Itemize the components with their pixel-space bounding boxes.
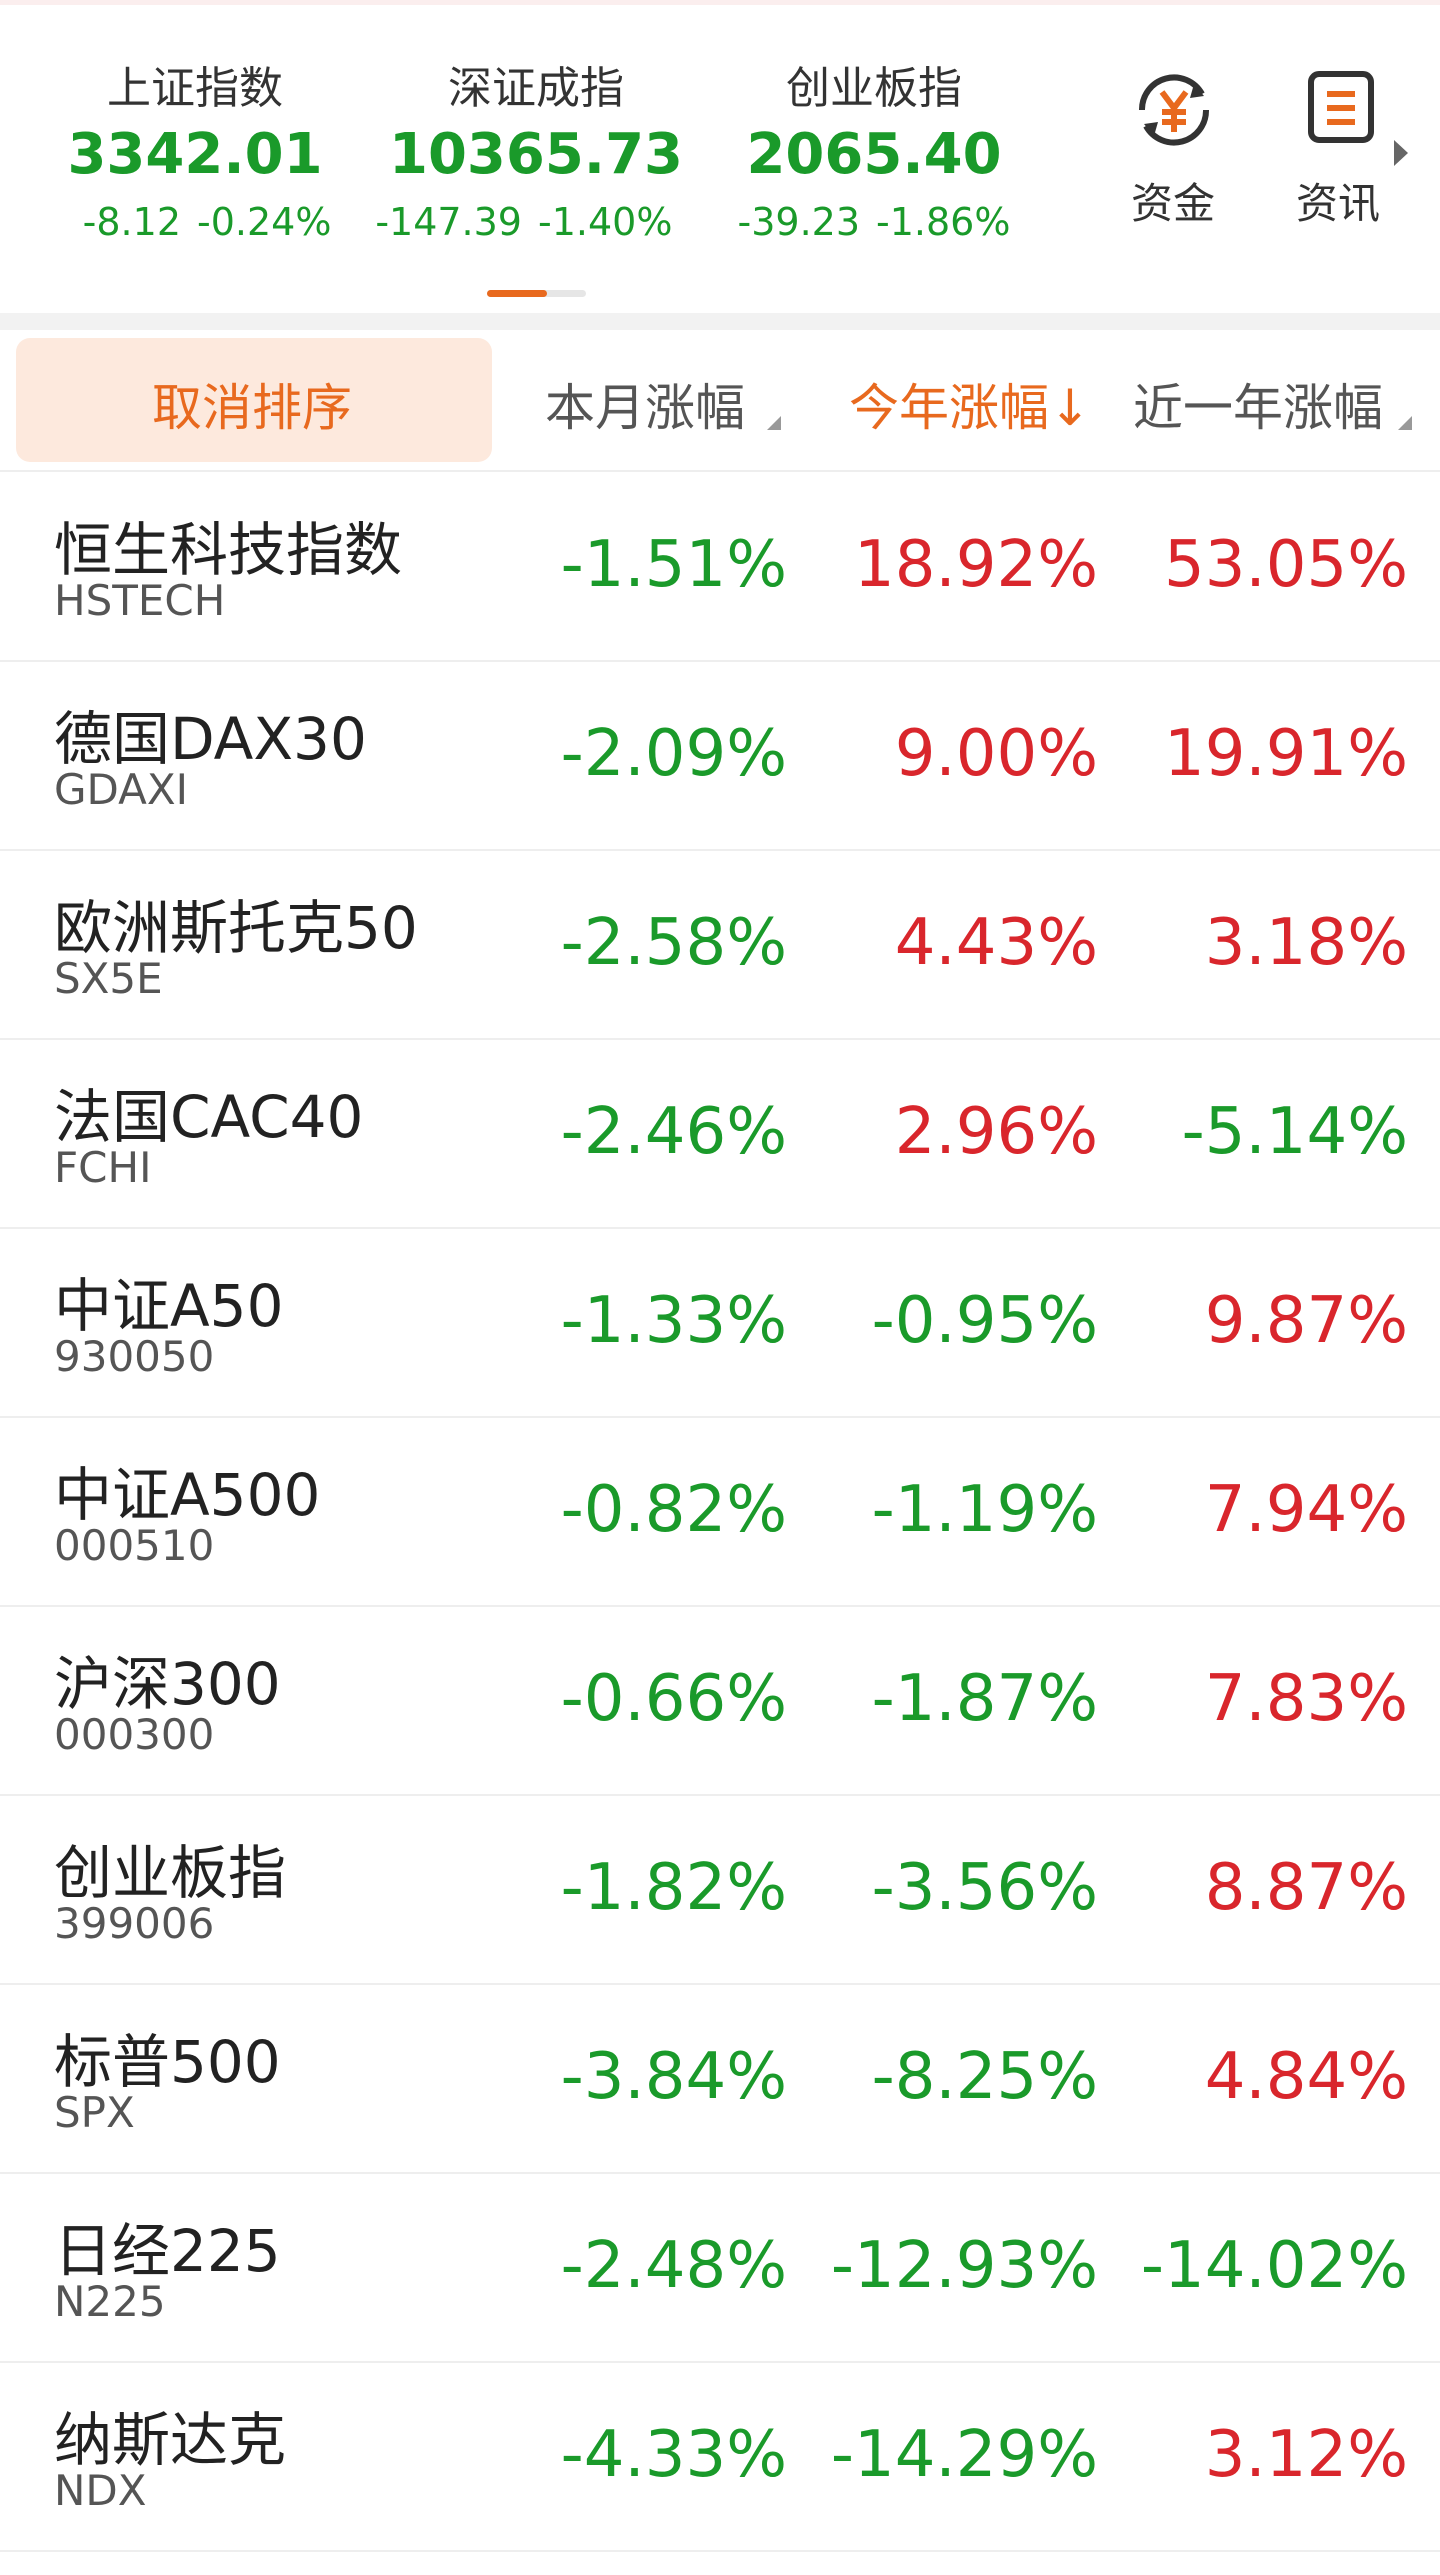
index-name: 中证A50 (54, 1272, 284, 1340)
sort-indicator (767, 416, 781, 430)
change-value: 8.87% (1204, 1851, 1408, 1925)
index-name[interactable]: 创业板指 (786, 63, 962, 114)
change-value: -1.19% (871, 1473, 1098, 1547)
index-code: GDAXI (54, 765, 189, 814)
index-name: 日经225 (54, 2217, 281, 2285)
index-percent: -0.24% (197, 200, 332, 244)
sort-indicator (1398, 416, 1412, 430)
change-value: -1.87% (871, 1662, 1098, 1736)
row-divider (0, 849, 1440, 851)
change-value: -0.95% (871, 1284, 1098, 1358)
index-name: 沪深300 (54, 1650, 281, 1718)
index-change: -8.12 (82, 200, 181, 244)
row-divider (0, 1416, 1440, 1418)
row-divider (0, 1038, 1440, 1040)
change-value: 53.05% (1163, 528, 1408, 602)
separator (0, 313, 1440, 330)
change-value: 4.84% (1204, 2040, 1408, 2114)
index-code: 930050 (54, 1332, 215, 1381)
change-value: -8.25% (871, 2040, 1098, 2114)
index-change: -147.39 (375, 200, 522, 244)
column-header[interactable]: 取消排序 (152, 379, 352, 437)
index-name: 标普500 (54, 2028, 281, 2096)
change-value: -0.82% (560, 1473, 787, 1547)
index-code: SX5E (54, 954, 163, 1003)
index-change: -39.23 (737, 200, 861, 244)
index-name[interactable]: 上证指数 (107, 63, 283, 114)
change-value: 7.83% (1204, 1662, 1408, 1736)
change-value: 3.12% (1204, 2418, 1408, 2492)
row-divider (0, 470, 1440, 472)
change-value: 9.00% (894, 717, 1098, 791)
index-value[interactable]: 2065.40 (746, 122, 1002, 187)
index-code: HSTECH (54, 576, 226, 625)
row-divider (0, 1227, 1440, 1229)
change-value: 2.96% (894, 1095, 1098, 1169)
change-value: -2.48% (560, 2229, 787, 2303)
index-name[interactable]: 深证成指 (448, 63, 624, 114)
index-name: 创业板指 (54, 1839, 287, 1907)
index-code: NDX (54, 2466, 147, 2515)
change-value: -2.46% (560, 1095, 787, 1169)
scroll-thumb (487, 290, 547, 297)
change-value: -1.33% (560, 1284, 787, 1358)
change-value: -1.82% (560, 1851, 787, 1925)
more-arrow[interactable] (1392, 138, 1410, 168)
change-value: -2.09% (560, 717, 787, 791)
row-divider (0, 2172, 1440, 2174)
index-name: 欧洲斯托克50 (54, 894, 418, 962)
fund-icon[interactable] (1130, 66, 1218, 154)
change-value: -14.02% (1140, 2229, 1408, 2303)
column-header[interactable]: 近一年涨幅 (1133, 379, 1383, 437)
index-name: 纳斯达克 (54, 2406, 287, 2474)
change-value: 4.43% (894, 906, 1098, 980)
news-icon[interactable] (1305, 68, 1385, 148)
change-value: 18.92% (853, 528, 1098, 602)
index-value[interactable]: 10365.73 (388, 122, 684, 187)
index-percent: -1.86% (876, 200, 1011, 244)
index-code: 000300 (54, 1710, 215, 1759)
change-value: 3.18% (1204, 906, 1408, 980)
index-name: 恒生科技指数 (54, 516, 403, 584)
change-value: -0.66% (560, 1662, 787, 1736)
row-divider (0, 660, 1440, 662)
index-code: 399006 (54, 1899, 215, 1948)
cancel-sort-button[interactable] (16, 338, 492, 462)
change-value: -3.56% (871, 1851, 1098, 1925)
change-value: 19.91% (1163, 717, 1408, 791)
top-strip (0, 0, 1440, 5)
index-code: FCHI (54, 1143, 152, 1192)
change-value: -3.84% (560, 2040, 787, 2114)
icon-label[interactable]: 资金 (1130, 179, 1216, 228)
index-code: SPX (54, 2088, 135, 2137)
change-value: -2.58% (560, 906, 787, 980)
index-code: 000510 (54, 1521, 215, 1570)
change-value: -12.93% (830, 2229, 1098, 2303)
change-value: -4.33% (560, 2418, 787, 2492)
row-divider (0, 1605, 1440, 1607)
row-divider (0, 1983, 1440, 1985)
change-value: 9.87% (1204, 1284, 1408, 1358)
change-value: 7.94% (1204, 1473, 1408, 1547)
change-value: -1.51% (560, 528, 787, 602)
row-divider (0, 1794, 1440, 1796)
index-code: N225 (54, 2277, 166, 2326)
index-name: 德国DAX30 (54, 705, 367, 773)
index-name: 法国CAC40 (54, 1083, 364, 1151)
row-divider (0, 2550, 1440, 2552)
column-header[interactable]: 本月涨幅 (545, 379, 745, 437)
index-value[interactable]: 3342.01 (67, 122, 323, 187)
icon-label[interactable]: 资讯 (1295, 179, 1381, 228)
row-divider (0, 2361, 1440, 2363)
column-header[interactable]: 今年涨幅↓ (849, 379, 1091, 437)
change-value: -14.29% (830, 2418, 1098, 2492)
index-name: 中证A500 (54, 1461, 321, 1529)
index-percent: -1.40% (538, 200, 673, 244)
change-value: -5.14% (1181, 1095, 1408, 1169)
